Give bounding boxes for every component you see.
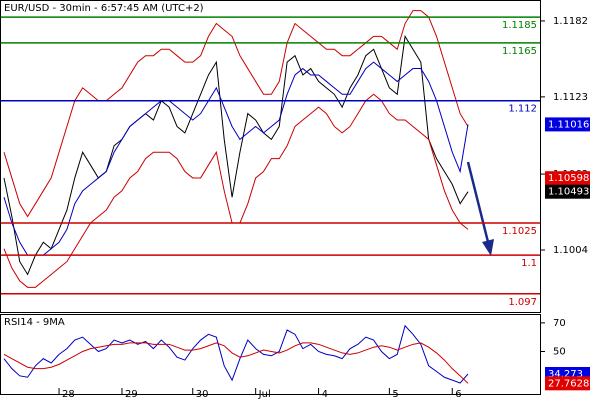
y-tick-label: 1.1123 (553, 92, 588, 103)
x-tick-label: 29 (125, 389, 138, 400)
x-tick-label: 6 (455, 389, 461, 400)
price-box (545, 171, 590, 186)
level-label: 1.1025 (502, 226, 537, 237)
forecast-arrow (466, 161, 494, 256)
rsi-panel (0, 314, 541, 395)
x-tick-label: 30 (196, 389, 209, 400)
price-box (545, 117, 590, 132)
y-tick-label: 1.1004 (553, 245, 588, 256)
series-line (3, 34, 469, 276)
series-line (3, 10, 469, 218)
level-label: 1.097 (508, 297, 537, 308)
x-tick-label: 28 (62, 389, 75, 400)
series-line (3, 61, 469, 256)
price-box-label: 1.10493 (548, 187, 589, 198)
level-label: 1.1185 (502, 20, 537, 31)
x-tick-label: Jul (258, 389, 271, 400)
chart-title: EUR/USD - 30min - 6:57:45 AM (UTC+2) (4, 3, 204, 14)
price-box-label: 27.7628 (548, 378, 589, 389)
y-tick-label: 1.1182 (553, 16, 588, 27)
y-tick-label: 70 (553, 318, 566, 329)
price-box-label: 1.10598 (548, 173, 589, 184)
price-box (545, 184, 590, 199)
price-box-label: 34.273 (548, 369, 583, 380)
x-tick-label: 5 (392, 389, 398, 400)
level-label: 1.112 (508, 104, 537, 115)
series-line (3, 342, 469, 384)
rsi-title: RSI14 - 9MA (4, 317, 65, 328)
series-line (3, 324, 469, 384)
y-tick-label: 50 (553, 346, 566, 357)
x-tick-label: 4 (322, 389, 328, 400)
price-box-label: 1.11016 (548, 119, 589, 130)
price-panel (0, 0, 541, 313)
price-box (545, 376, 590, 391)
level-label: 1.1165 (502, 46, 537, 57)
level-label: 1.1 (521, 258, 537, 269)
